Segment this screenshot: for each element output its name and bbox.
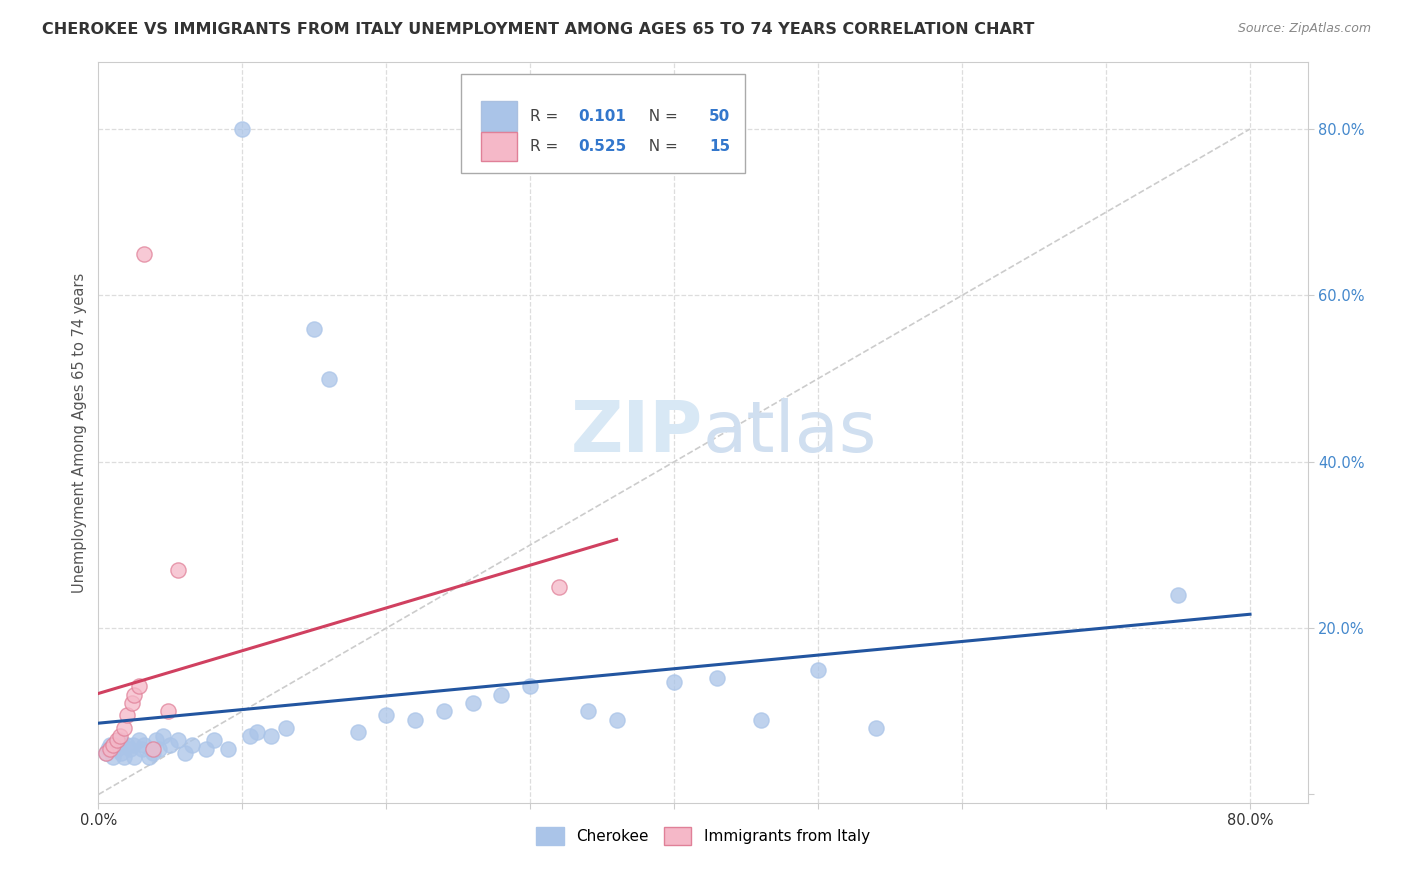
Point	[217, 741, 239, 756]
Point	[112, 750, 135, 764]
Point	[304, 321, 326, 335]
Point	[142, 741, 165, 756]
FancyBboxPatch shape	[481, 132, 517, 161]
Text: N =: N =	[638, 109, 682, 124]
Point	[98, 738, 121, 752]
Point	[115, 708, 138, 723]
Text: 0.101: 0.101	[578, 109, 626, 124]
Point	[346, 725, 368, 739]
Point	[461, 696, 484, 710]
Point	[128, 733, 150, 747]
Point	[134, 738, 156, 752]
FancyBboxPatch shape	[481, 102, 517, 131]
Point	[145, 733, 167, 747]
Text: R =: R =	[530, 109, 564, 124]
Point	[202, 733, 225, 747]
Point	[98, 741, 121, 756]
Point	[108, 729, 131, 743]
Point	[112, 721, 135, 735]
Point	[166, 733, 188, 747]
Point	[152, 729, 174, 743]
Point	[101, 738, 124, 752]
Point	[148, 741, 170, 756]
Text: Source: ZipAtlas.com: Source: ZipAtlas.com	[1237, 22, 1371, 36]
Point	[124, 688, 146, 702]
Point	[122, 738, 145, 752]
Legend: Cherokee, Immigrants from Italy: Cherokee, Immigrants from Italy	[530, 821, 876, 851]
Point	[375, 708, 398, 723]
Point	[706, 671, 728, 685]
Point	[606, 713, 628, 727]
Point	[97, 741, 120, 756]
Point	[105, 733, 128, 747]
Text: atlas: atlas	[703, 398, 877, 467]
Point	[664, 675, 686, 690]
Point	[519, 679, 541, 693]
Point	[108, 733, 131, 747]
Point	[491, 688, 513, 702]
FancyBboxPatch shape	[461, 73, 745, 173]
Text: CHEROKEE VS IMMIGRANTS FROM ITALY UNEMPLOYMENT AMONG AGES 65 TO 74 YEARS CORRELA: CHEROKEE VS IMMIGRANTS FROM ITALY UNEMPL…	[42, 22, 1035, 37]
Point	[260, 729, 283, 743]
Point	[128, 679, 150, 693]
Point	[110, 746, 132, 760]
Point	[124, 750, 146, 764]
Point	[865, 721, 887, 735]
Point	[121, 696, 143, 710]
Point	[159, 738, 181, 752]
Point	[105, 741, 128, 756]
Y-axis label: Unemployment Among Ages 65 to 74 years: Unemployment Among Ages 65 to 74 years	[72, 272, 87, 593]
Text: ZIP: ZIP	[571, 398, 703, 467]
Point	[195, 741, 218, 756]
Point	[131, 741, 153, 756]
Point	[138, 750, 160, 764]
Point	[749, 713, 772, 727]
Point	[104, 738, 127, 752]
Point	[94, 746, 117, 760]
Point	[274, 721, 297, 735]
Point	[433, 704, 456, 718]
Text: 0.525: 0.525	[578, 139, 627, 154]
Point	[166, 563, 188, 577]
Point	[94, 746, 117, 760]
Point	[142, 746, 165, 760]
Point	[120, 741, 142, 756]
Text: 15: 15	[709, 139, 730, 154]
Text: N =: N =	[638, 139, 682, 154]
Point	[101, 750, 124, 764]
Point	[1167, 588, 1189, 602]
Point	[318, 371, 340, 385]
Point	[156, 704, 179, 718]
Point	[115, 738, 138, 752]
Point	[231, 122, 253, 136]
Text: R =: R =	[530, 139, 564, 154]
Point	[548, 580, 571, 594]
Point	[576, 704, 599, 718]
Point	[404, 713, 426, 727]
Point	[807, 663, 830, 677]
Text: 50: 50	[709, 109, 730, 124]
Point	[246, 725, 269, 739]
Point	[134, 246, 156, 260]
Point	[181, 738, 204, 752]
Point	[239, 729, 262, 743]
Point	[173, 746, 195, 760]
